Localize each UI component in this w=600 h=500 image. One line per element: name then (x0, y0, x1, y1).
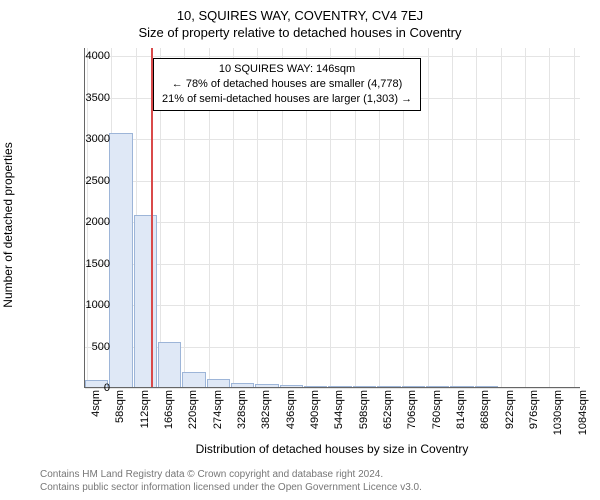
annotation-line: 21% of semi-detached houses are larger (… (162, 92, 412, 107)
x-tick-label: 166sqm (163, 390, 175, 429)
gridline-vertical (574, 48, 575, 387)
plot-area: 10 SQUIRES WAY: 146sqm← 78% of detached … (84, 48, 580, 388)
x-axis-label: Distribution of detached houses by size … (84, 442, 580, 456)
x-tick-label: 868sqm (479, 390, 491, 429)
x-tick-label: 652sqm (382, 390, 394, 429)
histogram-bar (280, 385, 303, 387)
x-tick-label: 382sqm (260, 390, 272, 429)
histogram-bar (207, 379, 230, 387)
gridline-vertical (501, 48, 502, 387)
footer-line-2: Contains public sector information licen… (40, 481, 422, 494)
histogram-bar (182, 372, 205, 387)
x-tick-label: 436sqm (285, 390, 297, 429)
x-tick-label: 760sqm (431, 390, 443, 429)
x-tick-label: 220sqm (187, 390, 199, 429)
x-tick-label: 328sqm (236, 390, 248, 429)
annotation-box: 10 SQUIRES WAY: 146sqm← 78% of detached … (153, 58, 421, 111)
gridline-vertical (549, 48, 550, 387)
chart-title-sub: Size of property relative to detached ho… (0, 23, 600, 40)
footer-line-1: Contains HM Land Registry data © Crown c… (40, 468, 422, 481)
x-tick-label: 706sqm (406, 390, 418, 429)
x-tick-label: 274sqm (212, 390, 224, 429)
y-tick-label: 1500 (50, 258, 110, 270)
y-tick-label: 500 (50, 341, 110, 353)
y-tick-label: 1000 (50, 299, 110, 311)
x-tick-label: 922sqm (504, 390, 516, 429)
gridline-vertical (452, 48, 453, 387)
histogram-bar (402, 386, 425, 387)
x-tick-label: 814sqm (455, 390, 467, 429)
histogram-bar (255, 384, 278, 387)
x-tick-label: 598sqm (358, 390, 370, 429)
histogram-bar (134, 215, 157, 387)
x-tick-label: 112sqm (139, 390, 151, 428)
histogram-bar (328, 386, 351, 387)
gridline-vertical (525, 48, 526, 387)
x-tick-label: 1084sqm (577, 390, 589, 435)
y-tick-label: 3500 (50, 92, 110, 104)
y-tick-label: 2500 (50, 175, 110, 187)
histogram-bar (109, 133, 132, 387)
x-tick-label: 58sqm (114, 390, 126, 423)
histogram-bar (426, 386, 449, 387)
histogram-bar (377, 386, 400, 387)
y-tick-label: 3000 (50, 133, 110, 145)
histogram-bar (450, 386, 473, 387)
x-tick-label: 976sqm (528, 390, 540, 429)
y-tick-label: 4000 (50, 50, 110, 62)
x-tick-label: 4sqm (90, 390, 102, 417)
footer-attribution: Contains HM Land Registry data © Crown c… (40, 468, 422, 494)
annotation-line: 10 SQUIRES WAY: 146sqm (162, 62, 412, 77)
x-tick-label: 544sqm (333, 390, 345, 429)
gridline-vertical (428, 48, 429, 387)
x-tick-label: 1030sqm (552, 390, 564, 435)
annotation-line: ← 78% of detached houses are smaller (4,… (162, 77, 412, 92)
x-tick-label: 490sqm (309, 390, 321, 429)
histogram-bar (231, 383, 254, 387)
gridline-horizontal (85, 388, 580, 389)
chart-title-main: 10, SQUIRES WAY, COVENTRY, CV4 7EJ (0, 0, 600, 23)
gridline-vertical (476, 48, 477, 387)
histogram-bar (304, 386, 327, 387)
chart-container: Number of detached properties 10 SQUIRES… (50, 48, 580, 418)
histogram-bar (158, 342, 181, 387)
histogram-bar (475, 386, 498, 387)
y-tick-label: 2000 (50, 216, 110, 228)
histogram-bar (353, 386, 376, 387)
